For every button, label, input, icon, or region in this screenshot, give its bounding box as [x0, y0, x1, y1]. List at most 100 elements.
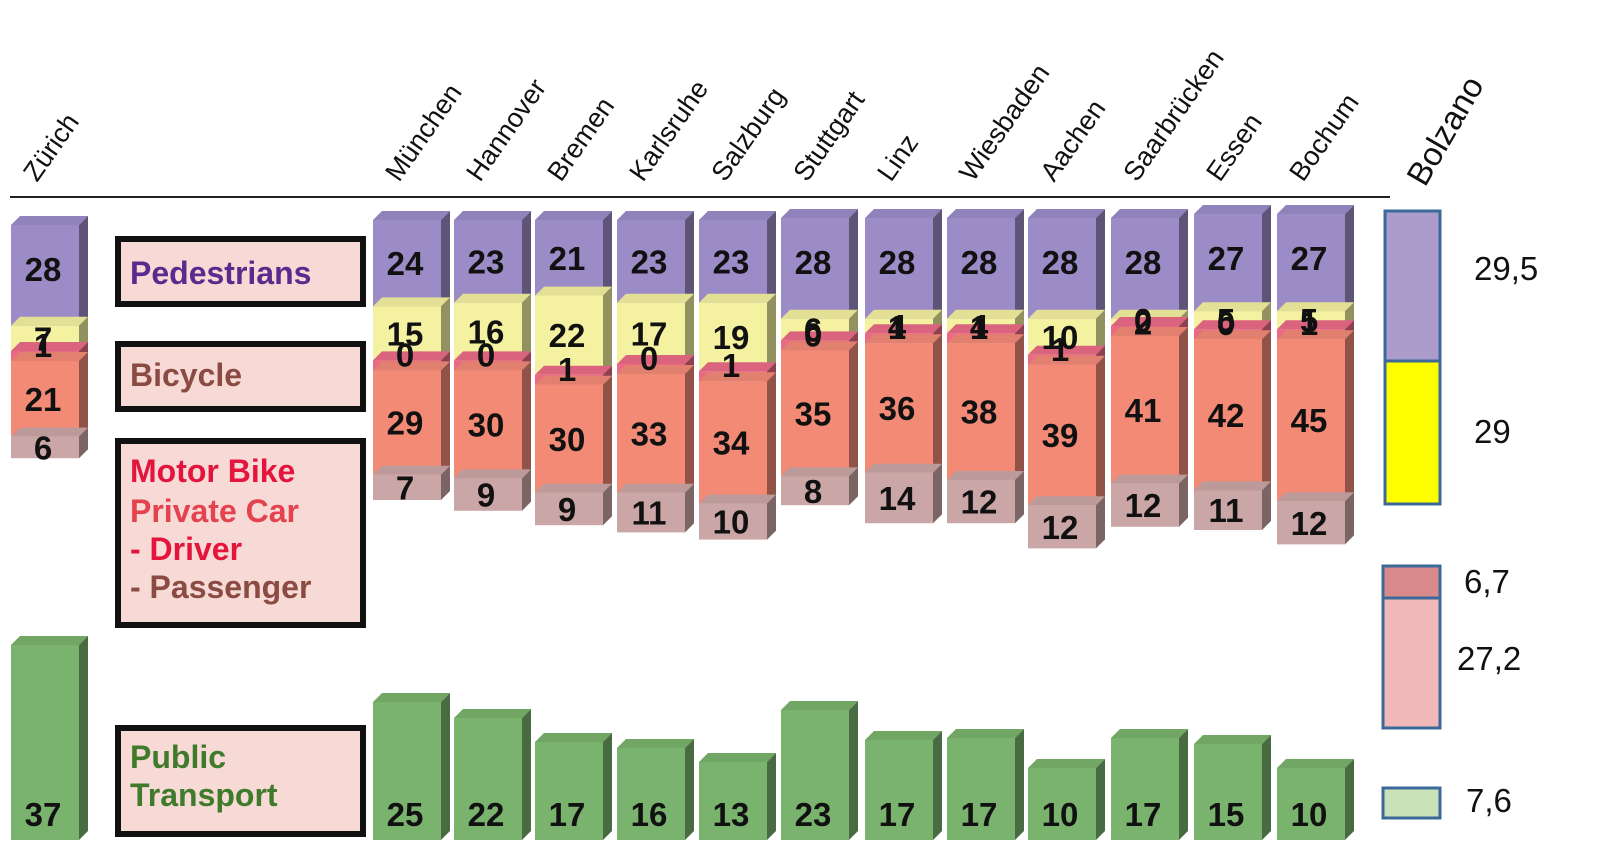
value-label: 6	[34, 429, 52, 466]
segment-top	[1277, 205, 1354, 214]
bar-group-münchen: München 24 150 29 7 25	[373, 78, 468, 840]
segment-pedestrians	[865, 209, 942, 319]
segment-face	[699, 302, 767, 372]
segment-top	[535, 375, 612, 385]
segment-side	[1096, 759, 1105, 840]
segment-top	[699, 494, 776, 504]
legend-label-car: Private Car	[130, 493, 299, 529]
segment-top	[373, 351, 450, 361]
segment-top	[947, 324, 1024, 334]
segment-top	[617, 355, 694, 364]
value-label: 28	[795, 244, 832, 281]
segment-top	[699, 753, 776, 762]
bar-group-salzburg: Salzburg 23 191 34 10 13	[699, 82, 791, 840]
segment-face	[617, 492, 685, 533]
value-label: 28	[961, 244, 998, 281]
value-label: 16	[631, 796, 668, 833]
segment-public-transport	[617, 739, 694, 840]
segment-top	[1111, 317, 1188, 326]
segment-top	[699, 362, 776, 372]
segment-top	[865, 324, 942, 334]
segment-top	[865, 209, 942, 218]
segment-side	[1345, 205, 1354, 312]
segment-face	[373, 220, 441, 307]
segment-public-transport	[535, 733, 612, 840]
legend-box-pedestrians	[115, 236, 366, 307]
segment-public-transport	[11, 636, 88, 840]
segment-side	[603, 483, 612, 526]
segment-face	[1194, 744, 1262, 840]
segment-face	[1194, 339, 1262, 491]
bolzano-value-label: 7,6	[1466, 782, 1512, 819]
segment-face	[865, 740, 933, 840]
city-label: Stuttgart	[787, 85, 870, 186]
value-label: 14	[879, 480, 916, 517]
segment-top	[947, 334, 1024, 344]
segment-top	[1277, 320, 1354, 330]
segment-pedestrians	[1028, 209, 1105, 319]
segment-face	[947, 218, 1015, 319]
segment-side	[1262, 330, 1271, 491]
segment-top	[699, 372, 776, 382]
segment-private-car-driver	[947, 334, 1024, 480]
segment-top	[947, 471, 1024, 480]
segment-private-car-passenger	[865, 463, 942, 524]
segment-face	[1277, 501, 1345, 545]
value-label: 1	[888, 309, 906, 346]
segment-side	[1179, 474, 1188, 527]
segment-side	[1179, 729, 1188, 840]
segment-top	[947, 729, 1024, 738]
legend-label-moto: Motor Bike	[130, 453, 295, 489]
segment-top	[1194, 205, 1271, 214]
segment-top	[1194, 320, 1271, 330]
segment-face	[1028, 768, 1096, 840]
segment-side	[522, 469, 531, 511]
segment-face	[1194, 490, 1262, 530]
segment-public-transport	[1111, 729, 1188, 840]
segment-top	[1194, 302, 1271, 312]
segment-side	[79, 216, 88, 326]
segment-top	[947, 209, 1024, 218]
value-label: 30	[549, 421, 586, 458]
segment-private-car-passenger	[373, 465, 450, 500]
segment-private-car-driver	[1028, 355, 1105, 506]
value-label: 1	[1051, 331, 1069, 368]
segment-side	[685, 293, 694, 364]
legend-label-pt2: Transport	[130, 777, 278, 813]
value-label: 10	[713, 504, 750, 541]
segment-side	[1179, 209, 1188, 319]
legend-label-pt1: Public	[130, 739, 226, 775]
value-label: 1	[722, 347, 740, 384]
city-label: Salzburg	[705, 82, 791, 187]
segment-top	[535, 211, 612, 220]
value-label: 0	[1134, 302, 1152, 339]
segment-face	[535, 384, 603, 493]
value-label: 23	[795, 796, 832, 833]
segment-top	[1028, 309, 1105, 319]
segment-top	[454, 351, 531, 361]
value-label: 17	[1125, 796, 1162, 833]
segment-face	[865, 218, 933, 319]
segment-face	[699, 381, 767, 504]
bolzano-bar-bicycle	[1383, 359, 1442, 506]
segment-pedestrians	[373, 211, 450, 307]
segment-top	[454, 709, 531, 718]
segment-top	[1111, 209, 1188, 218]
segment-face	[535, 742, 603, 840]
segment-top	[1277, 492, 1354, 502]
segment-face	[11, 225, 79, 326]
segment-face	[535, 492, 603, 526]
segment-top	[1111, 309, 1188, 319]
segment-top	[11, 316, 88, 326]
segment-private-car-driver	[699, 372, 776, 504]
bolzano-title: Bolzano	[1399, 70, 1491, 192]
value-label: 36	[879, 390, 916, 427]
legend-label-pas: - Passenger	[130, 569, 311, 605]
bolzano-bar-public-transport	[1381, 786, 1442, 820]
segment-pedestrians	[617, 211, 694, 303]
segment-top	[1028, 355, 1105, 365]
value-label: 10	[1291, 796, 1328, 833]
city-label: Bremen	[541, 92, 620, 187]
value-label: 24	[387, 245, 424, 282]
legend-label-drv: - Driver	[130, 531, 242, 567]
